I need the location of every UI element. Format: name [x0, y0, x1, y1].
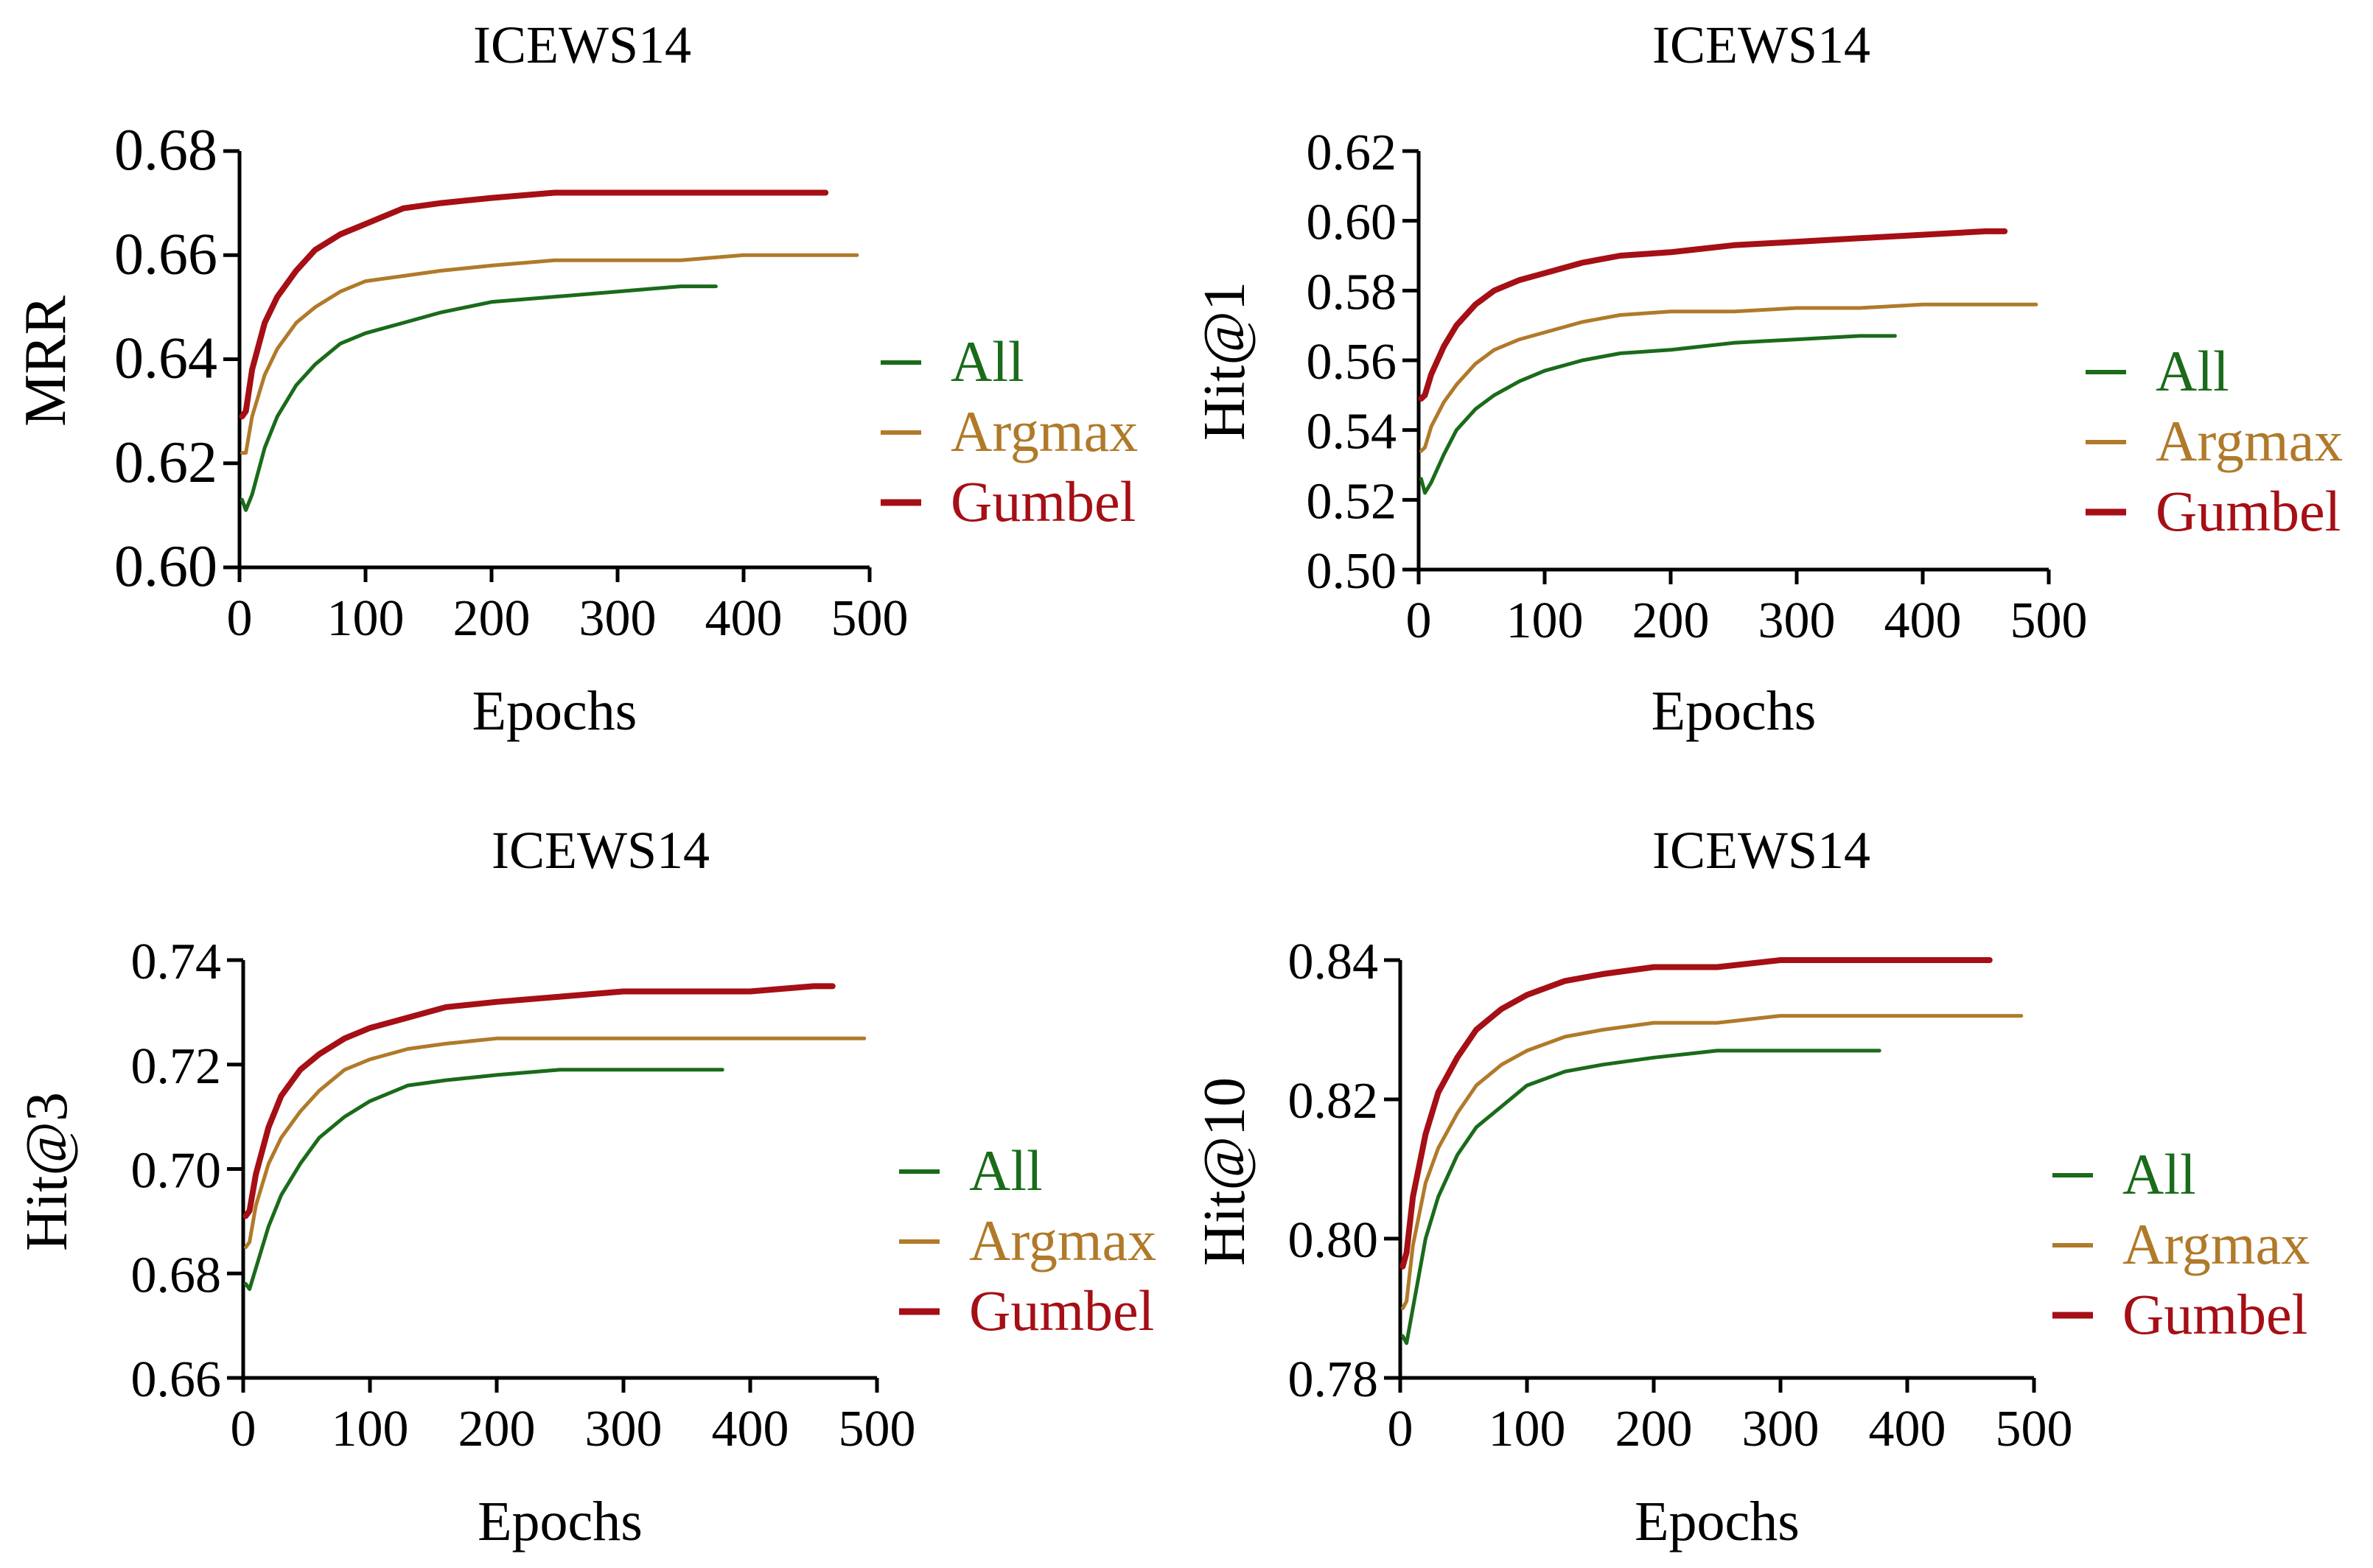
series-line-all [1400, 1049, 1881, 1345]
x-tick-label: 300 [1758, 592, 1836, 649]
series-line-argmax [240, 253, 859, 455]
legend-label-all: All [2156, 339, 2229, 403]
legend-label-argmax: Argmax [2156, 409, 2343, 473]
y-tick-label: 0.50 [1307, 543, 1397, 600]
x-tick-label: 100 [332, 1401, 409, 1457]
chart-panel-hit-1: ICEWS14 0.50 0.52 0.54 0.56 0.58 0.60 0.62 0 100 2… [1192, 15, 2343, 742]
y-tick-label: 0.58 [1307, 264, 1397, 321]
x-axis-label: Epochs [1652, 680, 1817, 742]
y-tick-label: 0.66 [131, 1351, 222, 1408]
series-line-argmax [243, 1036, 867, 1250]
x-axis-label: Epochs [1635, 1491, 1800, 1553]
y-tick-label: 0.74 [131, 934, 222, 990]
legend-label-argmax: Argmax [951, 399, 1138, 463]
legend-label-all: All [951, 329, 1024, 393]
x-tick-label: 0 [1406, 592, 1432, 649]
chart-title: ICEWS14 [1652, 15, 1870, 74]
x-tick-label: 500 [1996, 1401, 2073, 1457]
y-tick-label: 0.62 [114, 430, 217, 495]
legend-label-all: All [969, 1138, 1043, 1203]
y-axis-label: Hit@10 [1192, 1077, 1257, 1266]
x-tick-label: 400 [712, 1401, 789, 1457]
legend-label-gumbel: Gumbel [951, 469, 1136, 533]
y-tick-label: 0.82 [1288, 1073, 1379, 1130]
y-tick-label: 0.66 [114, 222, 217, 287]
series-line-gumbel [242, 983, 836, 1219]
x-tick-label: 200 [1615, 1401, 1693, 1457]
legend-label-argmax: Argmax [2122, 1212, 2310, 1276]
y-tick-label: 0.54 [1307, 404, 1397, 461]
chart-panel-hit-10: ICEWS14 0.78 0.80 0.82 0.84 0 100 200 300 400 500 E… [1192, 821, 2310, 1553]
series-line-gumbel [239, 189, 829, 420]
x-tick-label: 0 [227, 590, 253, 647]
x-tick-label: 500 [839, 1401, 916, 1457]
y-tick-label: 0.64 [114, 326, 217, 391]
x-tick-label: 400 [1869, 1401, 1946, 1457]
y-tick-label: 0.68 [114, 118, 217, 183]
series-line-argmax [1400, 1014, 2024, 1310]
x-tick-label: 200 [453, 590, 531, 647]
chart-panel-hit-3: ICEWS14 0.66 0.68 0.70 0.72 0.74 0 100 200 300 400… [15, 821, 1156, 1553]
x-tick-label: 200 [458, 1401, 536, 1457]
y-tick-label: 0.60 [1307, 195, 1397, 251]
y-tick-label: 0.70 [131, 1143, 222, 1200]
x-axis-label: Epochs [472, 680, 637, 742]
series-line-all [1419, 334, 1897, 495]
y-tick-label: 0.72 [131, 1038, 222, 1095]
series-line-all [240, 284, 718, 512]
legend-label-gumbel: Gumbel [2122, 1282, 2307, 1346]
chart-title: ICEWS14 [492, 821, 710, 880]
y-tick-label: 0.80 [1288, 1212, 1379, 1269]
y-axis-label: Hit@1 [1192, 281, 1257, 441]
x-tick-label: 300 [1742, 1401, 1820, 1457]
x-tick-label: 300 [585, 1401, 663, 1457]
series-line-gumbel [1399, 957, 1993, 1270]
y-tick-label: 0.68 [131, 1247, 222, 1303]
chart-title: ICEWS14 [473, 15, 691, 74]
y-tick-label: 0.56 [1307, 334, 1397, 391]
chart-title: ICEWS14 [1652, 821, 1870, 880]
y-tick-label: 0.60 [114, 534, 217, 599]
x-tick-label: 500 [2010, 592, 2088, 649]
legend-label-argmax: Argmax [969, 1208, 1156, 1273]
x-tick-label: 200 [1632, 592, 1710, 649]
legend-label-gumbel: Gumbel [969, 1278, 1154, 1343]
x-tick-label: 500 [831, 590, 909, 647]
x-tick-label: 300 [579, 590, 657, 647]
y-tick-label: 0.78 [1288, 1351, 1379, 1408]
legend-label-gumbel: Gumbel [2156, 479, 2341, 543]
chart-panel-mrr: ICEWS14 0.60 0.62 0.64 0.66 0.68 0 100 200 300 400… [13, 15, 1138, 742]
series-line-gumbel [1418, 228, 2008, 402]
x-tick-label: 400 [1884, 592, 1962, 649]
x-tick-label: 100 [1506, 592, 1584, 649]
y-tick-label: 0.84 [1288, 934, 1379, 990]
x-tick-label: 0 [231, 1401, 256, 1457]
x-tick-label: 400 [705, 590, 783, 647]
y-axis-label: MRR [13, 295, 78, 426]
x-axis-label: Epochs [478, 1491, 643, 1553]
x-tick-label: 0 [1388, 1401, 1413, 1457]
y-tick-label: 0.52 [1307, 473, 1397, 530]
series-line-all [243, 1068, 724, 1291]
y-tick-label: 0.62 [1307, 125, 1397, 181]
y-axis-label: Hit@3 [15, 1092, 80, 1251]
x-tick-label: 100 [327, 590, 405, 647]
series-line-argmax [1419, 302, 2038, 453]
legend-label-all: All [2122, 1142, 2196, 1206]
x-tick-label: 100 [1489, 1401, 1566, 1457]
